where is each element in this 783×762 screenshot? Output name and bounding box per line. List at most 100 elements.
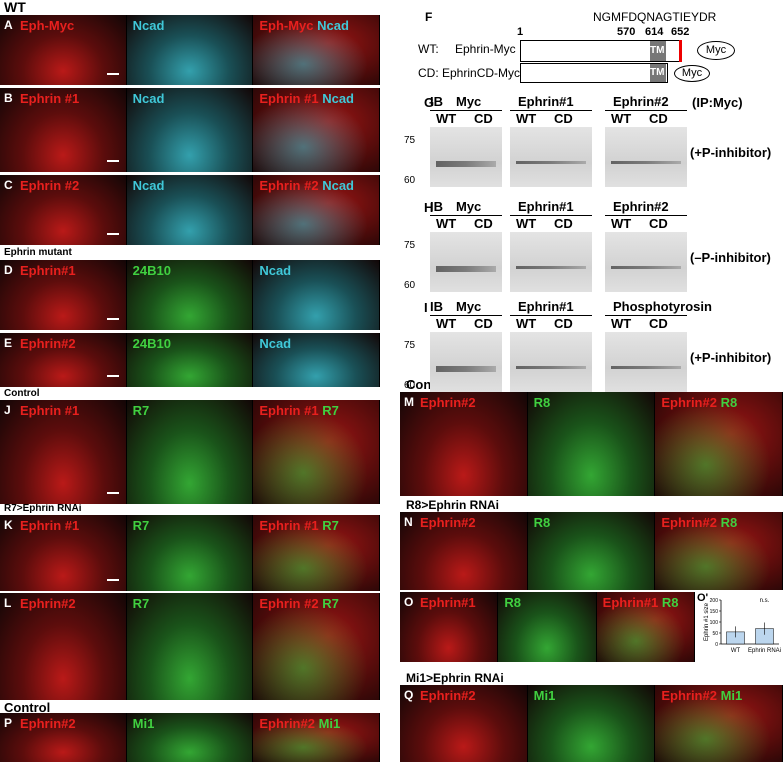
tm-domain: TM	[650, 64, 666, 82]
channel-name: Ephrin #1	[259, 518, 319, 533]
lane-label: WT	[516, 316, 537, 331]
channel-label: Ephrin#2 R8	[661, 395, 737, 410]
end-mark	[679, 40, 682, 62]
channel-label: Ephrin#1 R8	[603, 595, 679, 610]
section-heading: Mi1>Ephrin RNAi	[406, 671, 504, 685]
channel-label: Ephrin#2	[20, 596, 76, 611]
antibody: Myc	[456, 94, 482, 109]
micrograph: 24B10	[126, 333, 253, 387]
peptide: NGMFDQNAGTIEYDR	[593, 10, 717, 24]
channel-label: R8	[504, 595, 521, 610]
image-panel: Ephrin#2 R7 Ephrin #2 R7 L	[0, 593, 380, 700]
channel-name: Ncad	[259, 336, 292, 351]
mw-marker: 75	[404, 240, 416, 251]
channel-name: R7	[322, 596, 339, 611]
image-panel: Ephrin#1 R8 Ephrin#1 R8 O	[400, 592, 695, 662]
channel-label: Mi1	[534, 688, 556, 703]
band	[611, 161, 681, 164]
lane-label: WT	[516, 216, 537, 231]
channel-name: Ephrin #1	[20, 91, 80, 106]
channel-name: Ephrin #1	[20, 403, 80, 418]
micrograph: Ephrin#1 R8	[596, 592, 694, 662]
blot-image	[430, 127, 502, 187]
channel-label: Ephrin#2 Mi1	[259, 716, 340, 731]
channel-label: Ephrin#1	[20, 263, 76, 278]
scale-bar	[106, 233, 119, 235]
underline	[430, 110, 502, 111]
micrograph: R7	[126, 400, 253, 504]
channel-name: Ephrin #1	[259, 91, 319, 106]
channel-name: Ephrin#1	[20, 263, 76, 278]
panel-letter: A	[4, 18, 13, 32]
underline	[605, 110, 687, 111]
micrograph: Ephrin#2	[400, 685, 527, 762]
channel-label: Eph-Myc Ncad	[259, 18, 349, 33]
position: 614	[645, 26, 664, 38]
panel-letter: H	[424, 200, 434, 215]
channel-name: R8	[504, 595, 521, 610]
channel-name: Ephrin#1	[420, 595, 476, 610]
micrograph: Ephrin #2 R7	[253, 593, 379, 700]
micrograph: Ephrin #2 Ncad	[253, 175, 379, 245]
scale-bar	[106, 579, 119, 581]
image-panel: Ephrin#2 Mi1 Ephrin#2 Mi1 Q	[400, 685, 783, 762]
channel-label: Ephrin#2	[420, 395, 476, 410]
x-tick-label: Ephrin RNAi	[748, 648, 781, 654]
panel-letter: M	[404, 395, 414, 409]
channel-name: Ncad	[322, 178, 354, 193]
channel-name: Ncad	[317, 18, 349, 33]
ib-label: IB	[430, 299, 443, 314]
micrograph: Ncad	[253, 260, 379, 330]
image-panel: Ephrin#2 24B10 Ncad E	[0, 333, 380, 387]
channel-label: Ephrin #2 Ncad	[259, 178, 354, 193]
image-panel: Ephrin#2 R8 Ephrin#2 R8 M	[400, 392, 783, 496]
micrograph: Ephrin#2	[0, 593, 126, 700]
channel-label: Ephrin#1	[420, 595, 476, 610]
micrograph: R8	[527, 392, 655, 496]
panel-letter: F	[425, 10, 433, 24]
band	[516, 266, 586, 269]
micrograph: Ephrin#2 R8	[655, 512, 782, 590]
underline	[510, 110, 592, 111]
channel-name: Ncad	[322, 91, 354, 106]
channel-name: Ephrin#2	[661, 688, 717, 703]
lane-label: CD	[554, 111, 573, 126]
channel-name: Ephrin#2	[420, 515, 476, 530]
channel-name: R8	[661, 595, 679, 610]
channel-name: Ephrin#1	[602, 595, 659, 610]
panel-letter: N	[404, 515, 413, 529]
y-tick-label: 200	[710, 598, 719, 604]
position: 570	[617, 26, 636, 38]
underline	[430, 315, 502, 316]
position: 652	[671, 26, 690, 38]
lane-label: CD	[474, 111, 493, 126]
channel-name: Mi1	[533, 688, 556, 703]
section-heading: WT	[4, 0, 26, 15]
channel-label: 24B10	[133, 263, 171, 278]
lane-label: CD	[554, 316, 573, 331]
micrograph: Ncad	[253, 333, 379, 387]
micrograph: Eph-Myc	[0, 15, 126, 85]
mw-marker: 60	[404, 280, 416, 291]
micrograph: R7	[126, 593, 253, 700]
channel-label: R8	[534, 395, 551, 410]
image-panel: Ephrin #1 R7 Ephrin #1 R7 J	[0, 400, 380, 504]
channel-name: Ephrin#2	[259, 716, 315, 731]
channel-name: Ncad	[132, 178, 165, 193]
lane-label: WT	[436, 111, 457, 126]
channel-label: Ephrin #1 R7	[259, 403, 339, 418]
channel-name: R8	[720, 395, 738, 410]
micrograph: Ephrin #1	[0, 515, 126, 591]
micrograph: Ephrin#2 Mi1	[253, 713, 379, 762]
channel-label: R7	[133, 403, 150, 418]
micrograph: Ephrin#1	[0, 260, 126, 330]
image-panel: Ephrin#2 Mi1 Ephrin#2 Mi1 P	[0, 713, 380, 762]
underline	[510, 215, 592, 216]
channel-name: Ephrin#2	[20, 336, 76, 351]
panel-letter: B	[4, 91, 13, 105]
panel-letter: O	[404, 595, 414, 609]
channel-label: Ephrin #1	[20, 403, 79, 418]
band	[436, 266, 496, 272]
channel-label: Ephrin#2 Mi1	[661, 688, 742, 703]
y-tick-label: 0	[715, 642, 718, 648]
